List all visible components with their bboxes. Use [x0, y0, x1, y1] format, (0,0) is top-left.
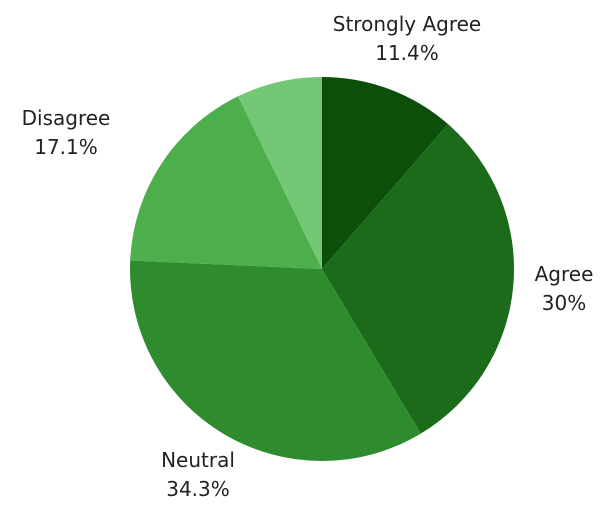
- slice-value-disagree: 17.1%: [34, 135, 98, 159]
- slice-value-agree: 30%: [542, 291, 586, 315]
- slice-label-agree: Agree: [535, 262, 594, 286]
- pie-labels: Strongly Agree 11.4% Agree 30% Neutral 34.3% D…: [22, 12, 594, 501]
- pie-slice-strongly-disagree: [238, 76, 322, 269]
- pie-slice-agree: [322, 124, 515, 434]
- pie-slices: [130, 76, 515, 462]
- slice-label-neutral: Neutral: [161, 448, 235, 472]
- pie-slice-disagree: [130, 96, 322, 269]
- slice-label-strongly-agree: Strongly Agree: [333, 12, 481, 36]
- slice-value-neutral: 34.3%: [166, 477, 230, 501]
- pie-slice-strongly-agree: [322, 77, 449, 269]
- pie-slice-neutral: [130, 260, 421, 462]
- slice-value-strongly-agree: 11.4%: [375, 41, 439, 65]
- slice-label-disagree: Disagree: [22, 106, 111, 130]
